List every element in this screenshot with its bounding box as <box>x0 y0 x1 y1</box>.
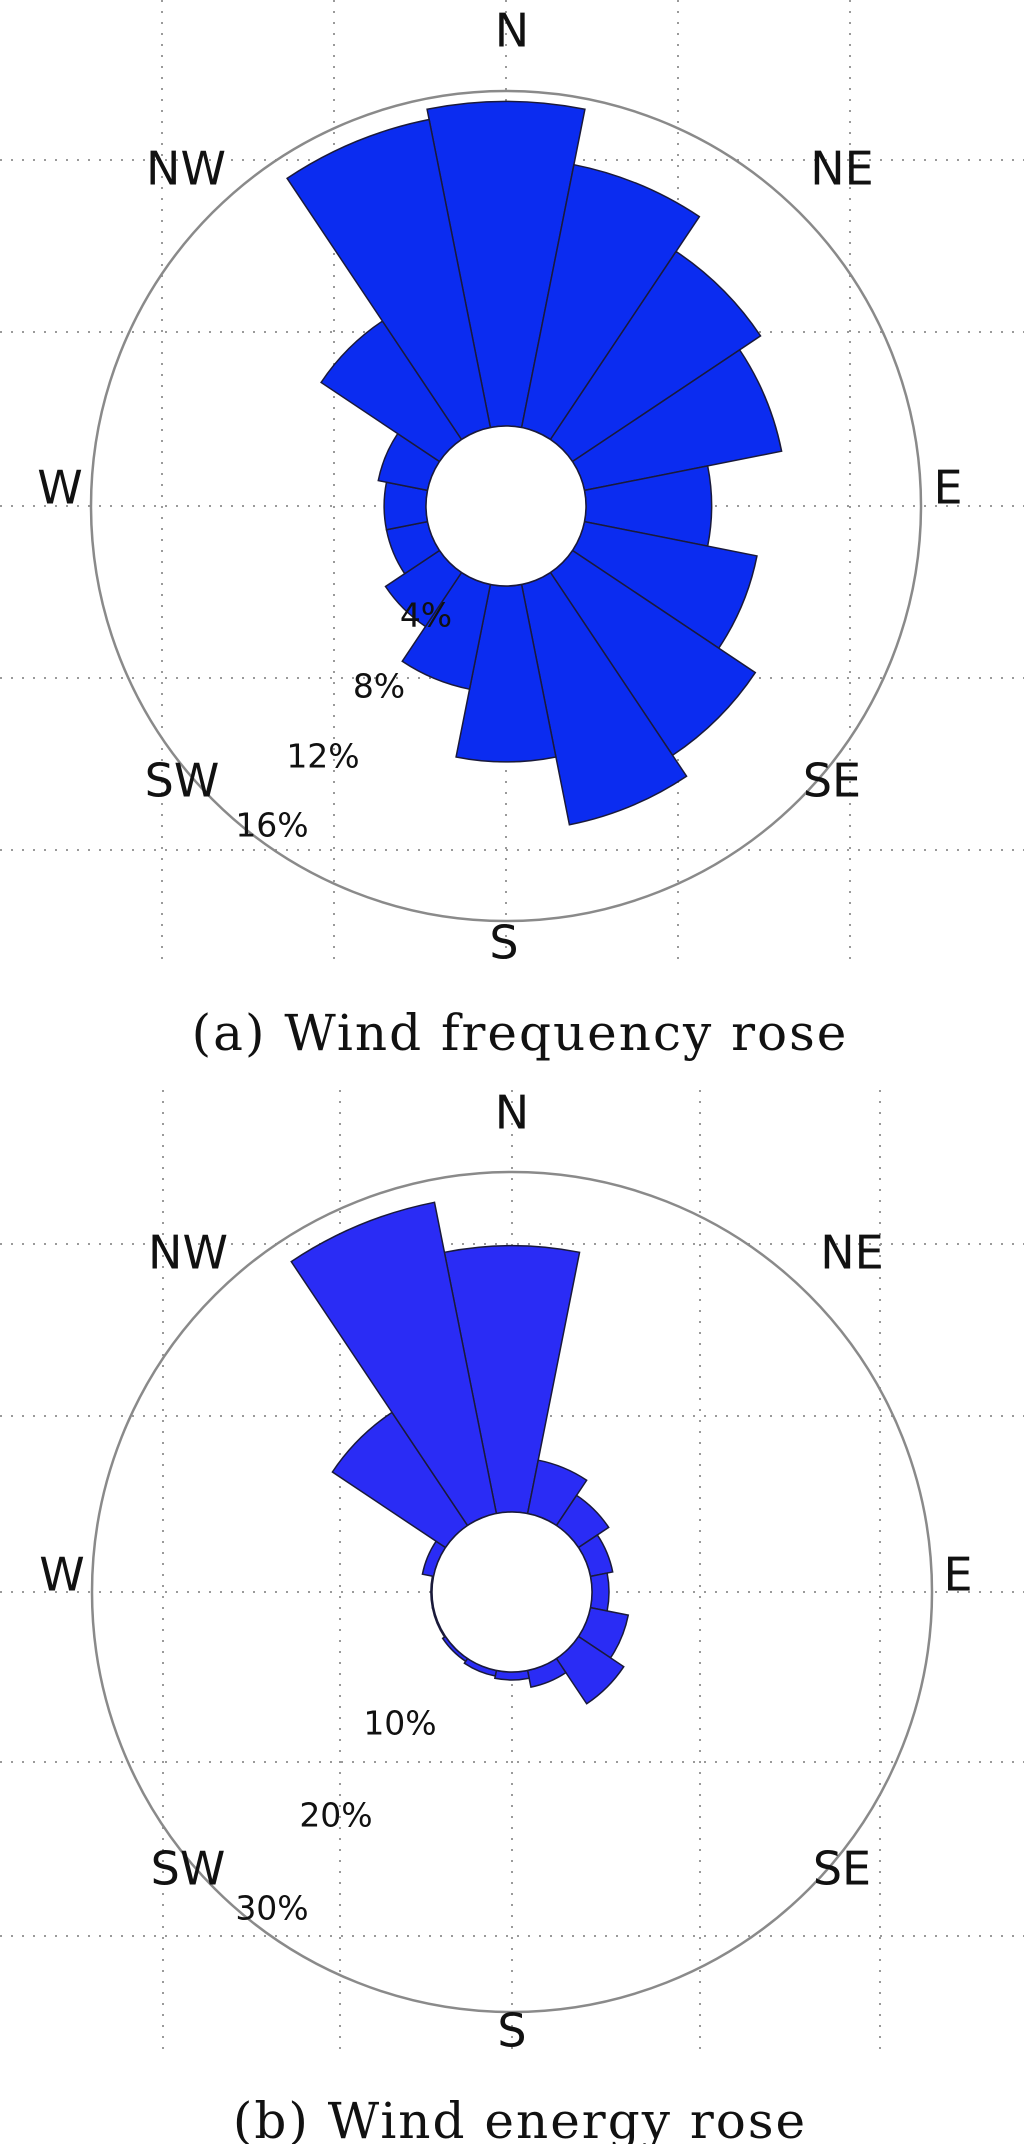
direction-label: N <box>495 4 529 58</box>
chart-caption: (a) Wind frequency rose <box>192 1004 849 1062</box>
direction-label: NE <box>820 1226 883 1280</box>
radial-tick-label: 30% <box>235 1889 308 1928</box>
radial-tick-label: 10% <box>363 1704 436 1743</box>
direction-label: E <box>943 1548 972 1602</box>
radial-tick-label: 16% <box>235 806 308 845</box>
radial-tick-label: 20% <box>299 1796 372 1835</box>
outer-circle <box>89 89 923 923</box>
outer-circle <box>90 1170 934 2014</box>
direction-label: NE <box>810 142 873 196</box>
center-hole <box>431 1511 593 1673</box>
direction-label: W <box>37 461 82 515</box>
direction-label: SW <box>145 754 220 808</box>
direction-label: NW <box>146 142 226 196</box>
direction-label: E <box>933 461 962 515</box>
center-hole <box>425 425 587 587</box>
radial-tick-label: 12% <box>286 737 359 776</box>
direction-label: NW <box>148 1226 228 1280</box>
direction-label: W <box>39 1548 84 1602</box>
rose-bar <box>589 1572 610 1612</box>
chart-caption: (b) Wind energy rose <box>233 2092 807 2144</box>
wind-frequency-rose: N NE E SE S SW W NW 4% 8% 12% 16% <box>0 0 1024 970</box>
direction-label: S <box>497 2004 526 2058</box>
radial-tick-label: 4% <box>400 596 452 635</box>
radial-tick-label: 8% <box>353 667 405 706</box>
wind-energy-rose: N NE E SE S SW W NW 10% 20% 30% <box>0 1086 1024 2058</box>
direction-label: N <box>495 1086 529 1140</box>
direction-label: S <box>489 916 518 970</box>
direction-label: SW <box>151 1842 226 1896</box>
direction-label: SE <box>813 1842 871 1896</box>
direction-label: SE <box>803 754 861 808</box>
